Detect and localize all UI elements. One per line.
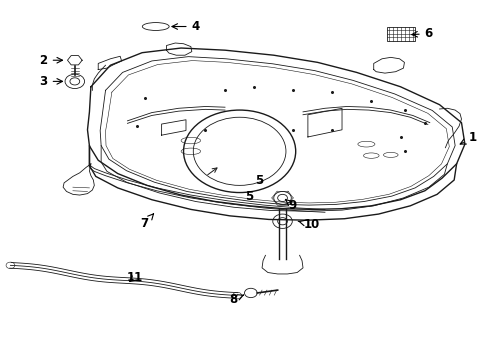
Text: 10: 10 [298,218,319,231]
Text: 5: 5 [254,174,263,186]
Text: 4: 4 [172,20,200,33]
Text: 7: 7 [140,214,153,230]
Text: 11: 11 [126,271,142,284]
Text: 1: 1 [459,131,476,144]
Text: 6: 6 [411,27,432,40]
Text: 2: 2 [40,54,62,67]
Text: 8: 8 [229,293,243,306]
Text: 5: 5 [245,190,253,203]
Bar [386,27,414,41]
Text: 9: 9 [285,199,296,212]
Text: 3: 3 [40,75,62,88]
